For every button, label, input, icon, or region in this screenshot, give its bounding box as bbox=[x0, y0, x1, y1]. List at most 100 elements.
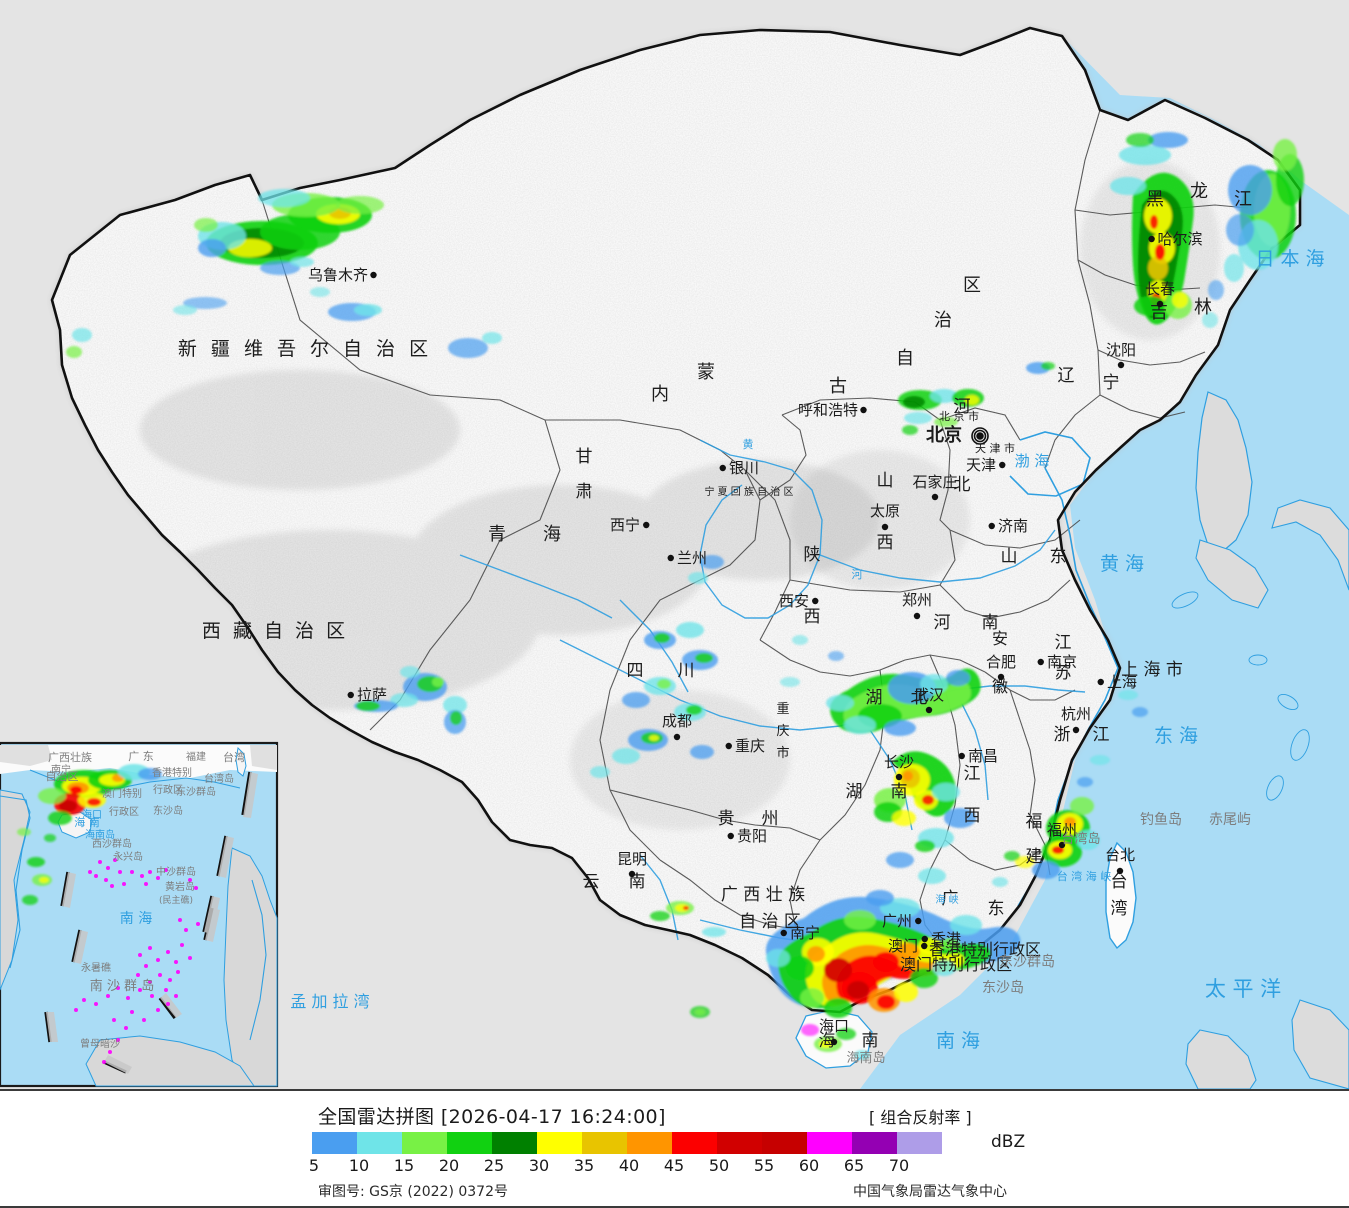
city-label-20: 长沙 bbox=[884, 753, 914, 771]
colorbar-swatch-65[interactable] bbox=[852, 1132, 897, 1154]
city-dot-28 bbox=[921, 942, 928, 950]
province-label-6: 宁 夏 回 族 自 治 区 bbox=[704, 485, 793, 498]
city-dot-3 bbox=[667, 554, 674, 562]
map-panel[interactable]: 新 疆 维 吾 尔 自 治 区西 藏 自 治 区青海甘肃宁 夏 回 族 自 治 … bbox=[0, 0, 1349, 1089]
colorbar-swatch-20[interactable] bbox=[447, 1132, 492, 1154]
city-dot-1 bbox=[347, 691, 354, 699]
tick-20: 20 bbox=[438, 1156, 460, 1175]
tick-25: 25 bbox=[483, 1156, 505, 1175]
echo-cluster-fujian bbox=[1004, 797, 1100, 879]
inset-label-16: 东沙群岛 bbox=[176, 785, 216, 798]
inset-label-22: 永暑礁 bbox=[81, 961, 111, 974]
island-label-4: 东沙岛 bbox=[982, 980, 1024, 996]
province-label-8: 蒙 bbox=[697, 362, 715, 383]
dbz-colorbar[interactable] bbox=[312, 1132, 942, 1154]
colorbar-swatch-5[interactable] bbox=[312, 1132, 357, 1154]
province-label-11: 治 bbox=[934, 310, 952, 331]
tick-5: 5 bbox=[308, 1156, 320, 1175]
tick-10: 10 bbox=[348, 1156, 370, 1175]
city-dot-33 bbox=[1117, 361, 1125, 369]
province-label-29: 四 bbox=[627, 661, 644, 681]
inset-label-13: 海南岛 bbox=[85, 828, 115, 841]
echo-cluster-hubei bbox=[826, 668, 981, 736]
echo-cluster-hunan bbox=[874, 751, 976, 884]
city-label-11: 西安 bbox=[779, 592, 809, 610]
province-label-46: 广 西 壮 族 bbox=[721, 885, 805, 905]
province-label-25: 安 bbox=[992, 629, 1008, 648]
tick-40: 40 bbox=[618, 1156, 640, 1175]
city-dot-25 bbox=[780, 929, 787, 937]
province-label-27: 湖 bbox=[866, 688, 883, 708]
colorbar-swatch-70[interactable] bbox=[897, 1132, 942, 1154]
capital-marker-beijing bbox=[971, 427, 989, 445]
city-dot-22 bbox=[1058, 841, 1066, 849]
city-dot-0 bbox=[370, 271, 377, 279]
inset-label-12: 海口 bbox=[82, 808, 102, 821]
colorbar-swatch-55[interactable] bbox=[762, 1132, 807, 1154]
province-label-39: 江 bbox=[1093, 725, 1110, 745]
province-label-59: 台 bbox=[1111, 872, 1128, 892]
colorbar-swatch-30[interactable] bbox=[537, 1132, 582, 1154]
city-label-6: 北京 bbox=[926, 424, 962, 446]
echo-cluster-hainan bbox=[801, 1024, 870, 1060]
city-label-19: 武汉 bbox=[914, 686, 944, 704]
colorbar-swatch-35[interactable] bbox=[582, 1132, 627, 1154]
inset-label-4: 台湾 bbox=[223, 750, 245, 764]
echo-cluster-hebei bbox=[898, 362, 1055, 435]
tick-50: 50 bbox=[708, 1156, 730, 1175]
city-label-3: 兰州 bbox=[677, 549, 707, 567]
colorbar-swatch-60[interactable] bbox=[807, 1132, 852, 1154]
province-label-19: 山 bbox=[1001, 547, 1018, 567]
city-dot-12 bbox=[913, 612, 921, 620]
province-label-36: 江 bbox=[964, 764, 981, 784]
city-label-12: 郑州 bbox=[902, 591, 932, 609]
city-label-33: 沈阳 bbox=[1106, 341, 1136, 359]
china-national-border bbox=[50, 26, 1302, 1014]
colorbar-swatch-15[interactable] bbox=[402, 1132, 447, 1154]
province-label-47: 自 治 区 bbox=[739, 912, 801, 932]
inset-label-23: 南 沙 群 岛 bbox=[90, 978, 154, 994]
city-label-22: 福州 bbox=[1047, 821, 1077, 839]
inset-label-18: 中沙群岛 bbox=[156, 865, 196, 878]
colorbar-swatch-10[interactable] bbox=[357, 1132, 402, 1154]
city-label-8: 石家庄 bbox=[912, 473, 957, 491]
province-label-3: 海 bbox=[543, 524, 561, 545]
city-dot-23 bbox=[727, 832, 734, 840]
city-dot-20 bbox=[895, 773, 903, 781]
city-dot-31 bbox=[1148, 235, 1155, 243]
province-label-12: 自 bbox=[896, 348, 914, 369]
tick-30: 30 bbox=[528, 1156, 550, 1175]
echo-specks-east bbox=[780, 635, 1148, 887]
island-label-2: 台湾岛 bbox=[1061, 831, 1100, 847]
city-dot-19 bbox=[925, 706, 933, 714]
province-label-60: 湾 bbox=[1111, 899, 1128, 919]
city-label-24: 昆明 bbox=[617, 850, 647, 868]
colorbar-swatch-40[interactable] bbox=[627, 1132, 672, 1154]
echo-cluster-yunnan bbox=[650, 901, 726, 1018]
province-label-42: 贵 bbox=[718, 809, 735, 829]
approval-number: 审图号: GS京 (2022) 0372号 bbox=[318, 1184, 508, 1200]
island-label-5: 海南岛 bbox=[846, 1050, 885, 1066]
city-dot-10 bbox=[988, 522, 995, 530]
inset-label-21: 南 海 bbox=[120, 911, 152, 927]
inset-label-8: 澳门特别 bbox=[102, 787, 142, 800]
colorbar-swatch-45[interactable] bbox=[672, 1132, 717, 1154]
radar-echo-layer bbox=[66, 132, 1304, 1060]
province-label-61: 上 海 市 bbox=[1121, 660, 1183, 680]
inset-reef-dots bbox=[74, 858, 200, 1064]
tick-45: 45 bbox=[663, 1156, 685, 1175]
province-label-38: 浙 bbox=[1054, 725, 1071, 745]
province-label-1: 西 藏 自 治 区 bbox=[202, 620, 348, 642]
colorbar-swatch-50[interactable] bbox=[717, 1132, 762, 1154]
city-dot-29 bbox=[830, 1038, 838, 1046]
city-dot-9 bbox=[881, 523, 889, 531]
sea-label-5: 南 海 bbox=[936, 1030, 980, 1052]
city-label-16: 杭州 bbox=[1061, 705, 1091, 723]
legend-product-label: [ 组合反射率 ] bbox=[869, 1108, 972, 1127]
province-label-53: 龙 bbox=[1190, 181, 1208, 202]
colorbar-swatch-25[interactable] bbox=[492, 1132, 537, 1154]
